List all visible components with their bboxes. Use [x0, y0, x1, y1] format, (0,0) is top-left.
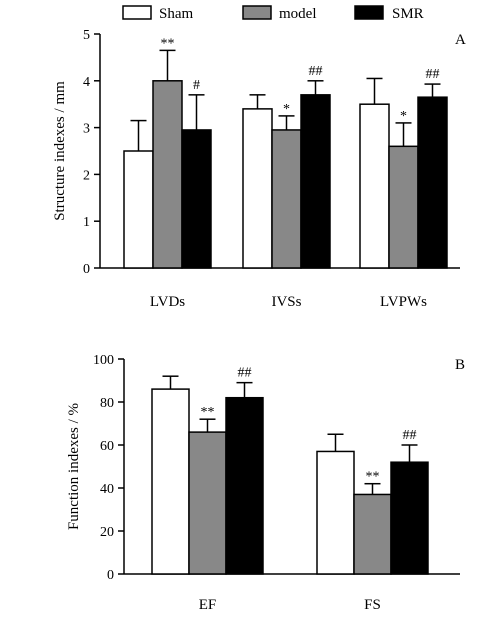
y-tick-label: 3 — [83, 122, 90, 137]
significance-mark: ## — [238, 366, 252, 381]
category-label: LVDs — [150, 294, 185, 310]
significance-mark: ** — [201, 405, 215, 420]
y-tick-label: 4 — [83, 75, 90, 90]
panel-a: 0 1 2 3 4 5 Structure indexes / mm A LVDs IVSs LVP… — [52, 28, 466, 310]
significance-mark: * — [400, 109, 407, 124]
bar — [181, 129, 212, 269]
panel-label: A — [455, 32, 466, 48]
bar — [151, 388, 190, 575]
y-tick-label: 20 — [100, 525, 114, 540]
category-label: EF — [199, 597, 217, 613]
y-tick-label: 80 — [100, 396, 114, 411]
panel-b: 0 20 40 60 80 100 Function indexes / % B EF FS ** #… — [66, 353, 465, 613]
legend-label-2: SMR — [392, 6, 424, 22]
panel-label: B — [455, 357, 465, 373]
category-label: LVPWs — [380, 294, 427, 310]
bar — [271, 129, 302, 269]
significance-mark: ** — [366, 470, 380, 485]
category-label: IVSs — [271, 294, 301, 310]
y-tick-label: 0 — [107, 568, 114, 583]
legend-label-0: Sham — [159, 6, 194, 22]
bar — [359, 103, 390, 269]
significance-mark: # — [193, 78, 200, 93]
significance-mark: ## — [403, 428, 417, 443]
bar — [316, 450, 355, 575]
y-tick-label: 100 — [93, 353, 114, 368]
bar — [300, 94, 331, 269]
bar — [242, 108, 273, 269]
y-tick-label: 2 — [83, 168, 90, 183]
y-tick-label: 0 — [83, 262, 90, 277]
bar — [417, 96, 448, 269]
significance-mark: ** — [161, 36, 175, 51]
bar — [188, 431, 227, 575]
legend: Sham model SMR — [122, 5, 424, 22]
bar — [388, 145, 419, 269]
legend-swatch-1 — [242, 5, 272, 20]
bar — [152, 80, 183, 269]
bar — [390, 461, 429, 575]
y-tick-label: 40 — [100, 482, 114, 497]
legend-swatch-2 — [354, 5, 384, 20]
significance-mark: ## — [426, 67, 440, 82]
legend-label-1: model — [279, 6, 317, 22]
legend-swatch-0 — [122, 5, 152, 20]
category-label: FS — [364, 597, 381, 613]
bar — [353, 493, 392, 575]
significance-mark: ## — [309, 64, 323, 79]
bar — [225, 396, 264, 575]
bar — [123, 150, 154, 269]
y-axis-label: Structure indexes / mm — [52, 81, 68, 221]
y-tick-label: 5 — [83, 28, 90, 43]
significance-mark: * — [283, 102, 290, 117]
y-tick-label: 1 — [83, 215, 90, 230]
y-tick-label: 60 — [100, 439, 114, 454]
y-axis-label: Function indexes / % — [66, 403, 82, 530]
